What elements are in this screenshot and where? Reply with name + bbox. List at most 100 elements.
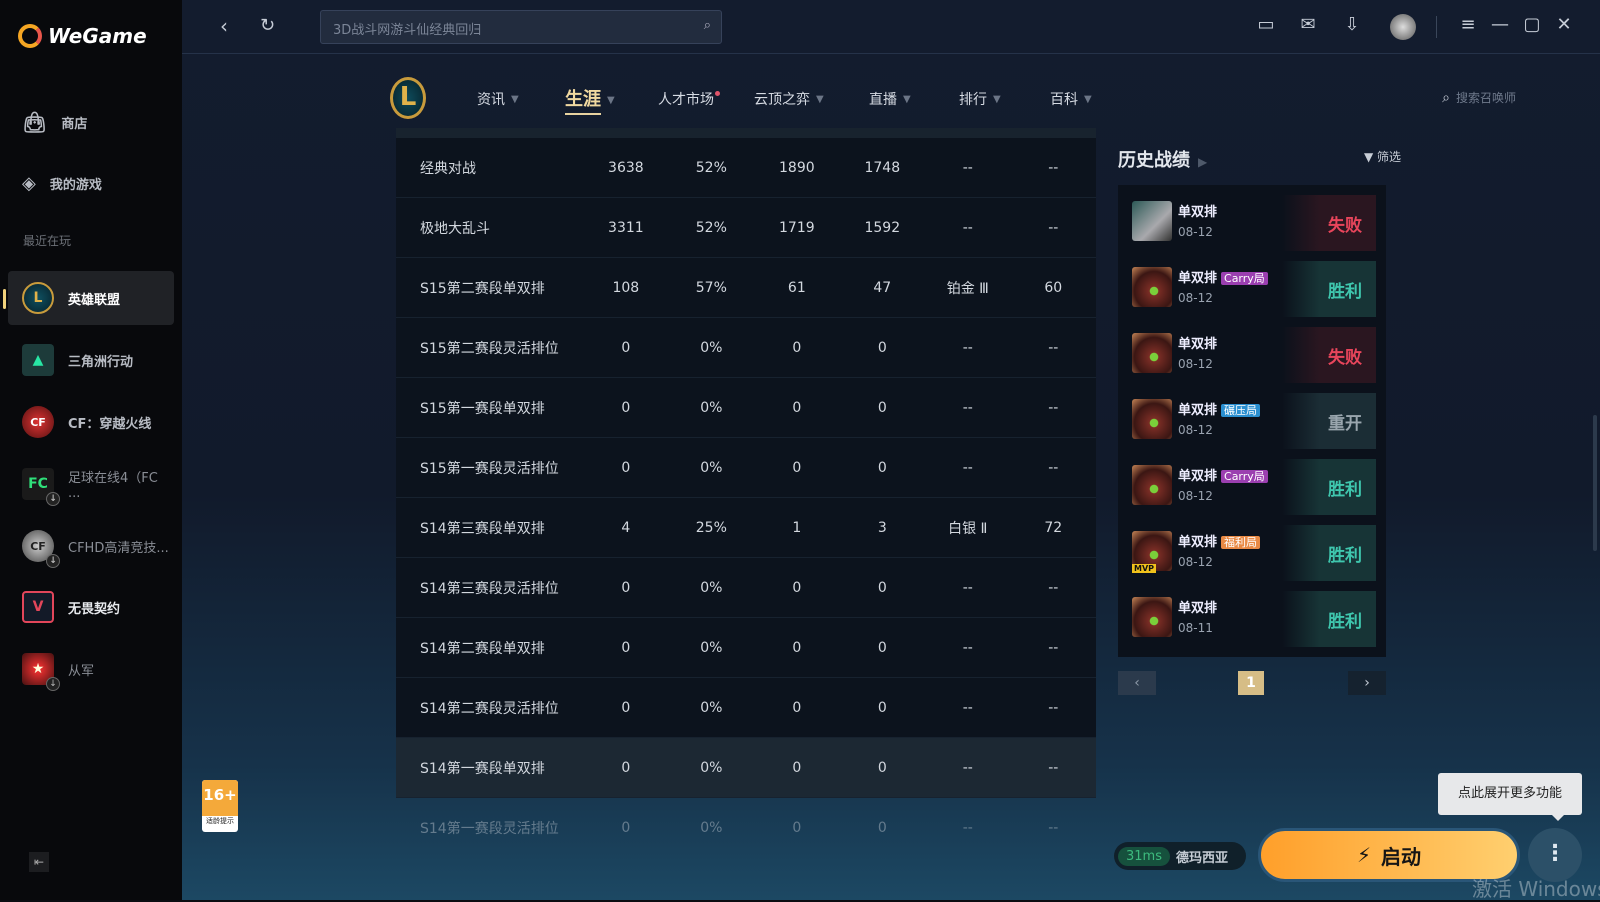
filter-button[interactable]: ▼ 筛选 xyxy=(1364,148,1401,165)
tab-tft[interactable]: 云顶之弈 ▼ xyxy=(754,89,824,109)
gamepad-icon: ◈ xyxy=(22,172,36,194)
menu-icon[interactable]: ≡ xyxy=(1460,14,1476,35)
table-row: S15第一赛段单双排 0 0% 0 0 -- -- xyxy=(396,378,1096,438)
mailbox-icon[interactable]: ▭ xyxy=(1257,14,1275,35)
tab-wiki[interactable]: 百科 ▼ xyxy=(1050,89,1092,109)
queue-label: 单双排 xyxy=(1178,601,1218,616)
sidebar-item-label: 三角洲行动 xyxy=(68,354,134,370)
match-result: 重开 xyxy=(1282,393,1376,449)
match-queue: 单双排 Carry局 xyxy=(1178,267,1268,286)
refresh-icon[interactable]: ↻ xyxy=(260,15,276,36)
stat-cell: -- xyxy=(962,159,973,176)
stat-cell: 52% xyxy=(695,219,727,236)
stat-cell: 0% xyxy=(700,639,723,656)
queue-name: S14第三赛段灵活排位 xyxy=(420,580,559,597)
sidebar-game-cf[interactable]: CF CF：穿越火线 xyxy=(8,395,174,449)
sidebar-game-congjun[interactable]: ★ ↓ 从军 xyxy=(8,642,174,696)
queue-name: S14第一赛段灵活排位 xyxy=(420,820,559,837)
stat-cell: -- xyxy=(1048,399,1059,416)
prev-page-button[interactable]: ‹ xyxy=(1118,671,1156,695)
back-icon[interactable]: ‹ xyxy=(220,14,228,38)
search-icon[interactable]: ⌕ xyxy=(703,18,711,33)
tab-career[interactable]: 生涯 ▼ xyxy=(565,85,615,115)
queue-name: S15第一赛段灵活排位 xyxy=(420,460,559,477)
sidebar-item-label: 我的游戏 xyxy=(49,177,102,193)
age-rating: 16+ xyxy=(202,780,238,816)
tab-label: 人才市场 xyxy=(658,92,714,108)
match-result: 胜利 xyxy=(1282,459,1376,515)
download-manager-icon[interactable]: ⇩ xyxy=(1344,14,1360,35)
stat-cell: 0% xyxy=(700,399,723,416)
main-area: ‹ ↻ 3D战斗网游斗仙经典回归 ⌕ ▭ ✉︎ ⇩ ≡ — ▢ ✕ L 资讯 ▼ 生… xyxy=(182,0,1600,900)
sidebar-game-lol[interactable]: L 英雄联盟 xyxy=(3,271,174,325)
user-avatar[interactable] xyxy=(1390,14,1416,40)
match-queue: 单双排 碾压局 xyxy=(1178,399,1261,418)
stat-cell: 0 xyxy=(621,579,631,596)
history-title[interactable]: 历史战绩 ▶ xyxy=(1118,146,1207,172)
stat-cell: -- xyxy=(962,819,973,836)
lightning-icon: ⚡︎ xyxy=(1356,843,1372,867)
sidebar-game-valorant[interactable]: V 无畏契约 xyxy=(8,580,174,634)
sidebar-item-store[interactable]: 👜︎ 商店 xyxy=(8,95,174,149)
mvp-badge: MVP xyxy=(1132,564,1157,573)
download-icon: ↓ xyxy=(46,492,60,506)
match-item[interactable]: 单双排 碾压局 08-12 重开 xyxy=(1118,389,1386,449)
close-icon[interactable]: ✕ xyxy=(1556,14,1572,35)
sidebar-item-label: CFHD高清竞技... xyxy=(68,540,169,556)
more-options-button[interactable]: ⋮ xyxy=(1528,828,1582,882)
sidebar-game-cfhd[interactable]: CF ↓ CFHD高清竞技... xyxy=(8,519,174,573)
match-item[interactable]: 单双排 08-12 失败 xyxy=(1118,191,1386,251)
sidebar-item-my-games[interactable]: ◈ 我的游戏 xyxy=(8,156,174,210)
stat-cell: -- xyxy=(962,219,973,236)
stat-cell: -- xyxy=(1048,639,1059,656)
cfhd-icon: CF ↓ xyxy=(22,530,60,568)
queue-name: S15第二赛段灵活排位 xyxy=(420,340,559,357)
match-item[interactable]: 单双排 Carry局 08-12 胜利 xyxy=(1118,257,1386,317)
tab-label: 百科 xyxy=(1050,92,1078,108)
stat-cell: 0 xyxy=(877,639,887,656)
cf-icon: CF xyxy=(22,406,54,438)
tab-live[interactable]: 直播 ▼ xyxy=(869,89,911,109)
stat-cell: 60 xyxy=(1044,279,1063,296)
queue-name: S15第一赛段单双排 xyxy=(420,400,545,417)
scrollbar[interactable] xyxy=(1593,415,1597,551)
sidebar-game-delta-force[interactable]: ▲ 三角洲行动 xyxy=(8,333,174,387)
collapse-sidebar-icon[interactable]: ⇤ xyxy=(29,852,49,872)
match-item[interactable]: MVP 单双排 福利局 08-12 胜利 xyxy=(1118,521,1386,581)
start-game-button[interactable]: ⚡︎ 启动 xyxy=(1258,828,1520,882)
maximize-icon[interactable]: ▢ xyxy=(1523,14,1541,35)
match-item[interactable]: 单双排 08-11 胜利 xyxy=(1118,587,1386,647)
game-nav: L 资讯 ▼ 生涯 ▼ 人才市场 云顶之弈 ▼ 直播 ▼ 排行 ▼ 百科 ▼ ⌕ 搜索召唤师 xyxy=(382,75,1562,121)
lol-logo[interactable]: L xyxy=(390,77,426,119)
match-date: 08-12 xyxy=(1178,489,1213,503)
stat-cell: 0 xyxy=(877,819,887,836)
server-selector[interactable]: 31ms 德玛西亚 xyxy=(1114,842,1246,870)
stat-cell: 1748 xyxy=(864,159,901,176)
tab-news[interactable]: 资讯 ▼ xyxy=(477,89,519,109)
match-item[interactable]: 单双排 08-12 失败 xyxy=(1118,323,1386,383)
stat-cell: 0 xyxy=(621,819,631,836)
sidebar-item-label: 从军 xyxy=(68,663,95,679)
table-row: S15第二赛段单双排 108 57% 61 47 铂金 Ⅲ 60 xyxy=(396,258,1096,318)
sidebar-item-label: 无畏契约 xyxy=(68,601,121,617)
wegame-logo[interactable]: WeGame xyxy=(18,24,147,48)
stat-cell: 0% xyxy=(700,759,723,776)
champion-avatar: MVP xyxy=(1132,531,1172,573)
server-name: 德玛西亚 xyxy=(1175,850,1228,866)
summoner-search[interactable]: ⌕ 搜索召唤师 xyxy=(1442,89,1516,106)
match-item[interactable]: 单双排 Carry局 08-12 胜利 xyxy=(1118,455,1386,515)
stat-cell: 52% xyxy=(695,159,727,176)
tab-talent-market[interactable]: 人才市场 xyxy=(658,89,725,109)
sidebar-game-fc4[interactable]: FC ↓ 足球在线4（FC ... xyxy=(8,457,174,511)
next-page-button[interactable]: › xyxy=(1348,671,1386,695)
search-input[interactable]: 3D战斗网游斗仙经典回归 ⌕ xyxy=(320,10,722,44)
stat-cell: 61 xyxy=(787,279,806,296)
queue-label: 单双排 xyxy=(1178,337,1218,352)
page-1-button[interactable]: 1 xyxy=(1238,671,1264,695)
sidebar-item-label: 商店 xyxy=(61,116,88,132)
tab-ranking[interactable]: 排行 ▼ xyxy=(959,89,1001,109)
stat-cell: -- xyxy=(1048,579,1059,596)
message-icon[interactable]: ✉︎ xyxy=(1300,14,1316,35)
valorant-icon: V xyxy=(22,591,54,623)
minimize-icon[interactable]: — xyxy=(1491,14,1509,35)
